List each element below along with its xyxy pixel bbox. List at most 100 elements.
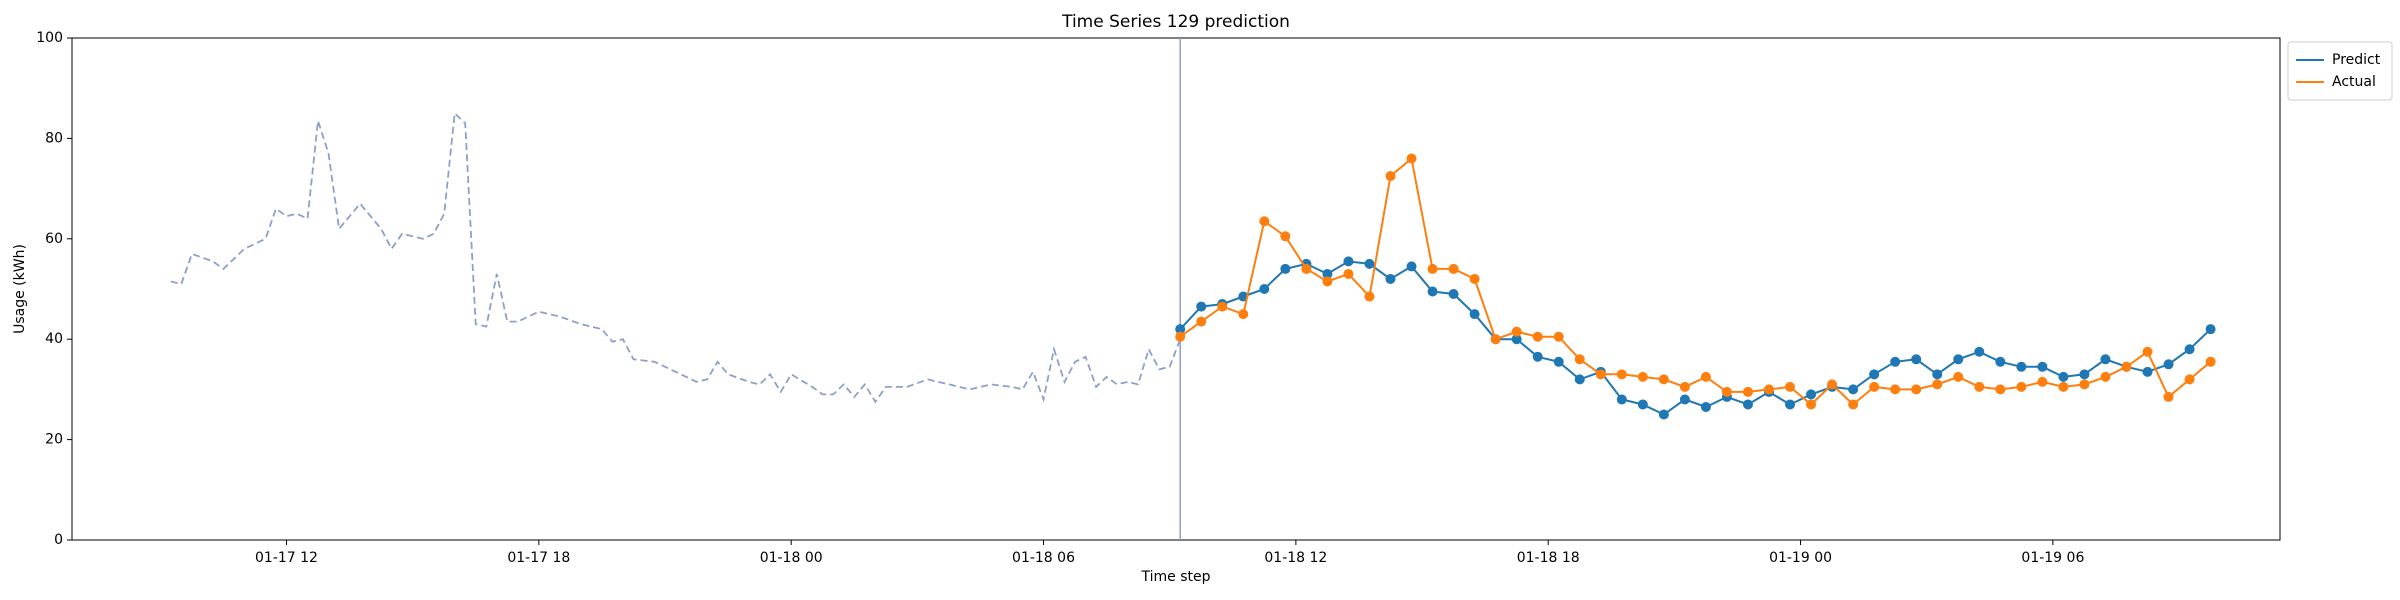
series-marker — [1385, 273, 1396, 284]
series-marker — [1637, 399, 1648, 410]
series-marker — [1700, 371, 1711, 382]
series-marker — [2058, 381, 2069, 392]
series-marker — [2058, 371, 2069, 382]
series-marker — [1490, 334, 1501, 345]
x-tick-label: 01-19 06 — [2021, 550, 2084, 566]
series-marker — [1322, 268, 1333, 279]
series-marker — [2205, 324, 2216, 335]
series-marker — [2079, 369, 2090, 380]
plot-frame — [71, 37, 2281, 541]
series-marker — [1259, 284, 1270, 294]
series-marker — [1806, 399, 1817, 410]
series-marker — [1238, 309, 1249, 320]
series-marker — [1343, 256, 1354, 267]
series-marker — [1721, 386, 1732, 397]
series-marker — [1616, 369, 1627, 380]
y-axis-label: Usage (kWh) — [12, 244, 28, 334]
series-marker — [1679, 381, 1690, 392]
series-marker — [1932, 379, 1943, 390]
legend-label: Predict — [2332, 52, 2381, 68]
series-marker — [1827, 379, 1838, 390]
y-tick-label: 80 — [45, 130, 63, 146]
series-marker — [1427, 286, 1438, 297]
series-marker — [1175, 324, 1186, 335]
chart-title: Time Series 129 prediction — [1061, 12, 1290, 32]
series-marker — [1890, 356, 1901, 367]
x-tick-label: 01-18 12 — [1264, 550, 1327, 566]
series-marker — [1574, 354, 1585, 365]
series-marker — [1953, 371, 1964, 382]
series-marker — [1932, 369, 1943, 380]
series-marker — [1301, 263, 1312, 274]
series-marker — [1658, 374, 1669, 385]
series-marker — [1848, 399, 1859, 410]
series-marker — [1869, 369, 1880, 380]
x-tick-label: 01-19 00 — [1769, 550, 1832, 566]
series-marker — [1995, 356, 2006, 367]
y-tick-label: 20 — [45, 432, 63, 448]
series-marker — [1532, 331, 1543, 342]
series-marker — [2016, 381, 2027, 392]
series-marker — [1785, 381, 1796, 392]
series-marker — [1890, 384, 1901, 395]
series-marker — [1742, 386, 1753, 397]
series-marker — [1658, 409, 1669, 420]
series-marker — [1700, 401, 1711, 412]
series-marker — [1448, 289, 1459, 300]
x-tick-label: 01-17 12 — [255, 550, 318, 566]
series-marker — [2142, 366, 2153, 377]
x-tick-label: 01-17 18 — [507, 550, 570, 566]
series-marker — [2121, 361, 2132, 372]
series-line — [1179, 156, 2212, 406]
y-tick-label: 100 — [36, 30, 63, 46]
series-marker — [1785, 399, 1796, 410]
series-marker — [1869, 381, 1880, 392]
series-marker — [1469, 273, 1480, 284]
series-marker — [1217, 301, 1228, 312]
series-marker — [1637, 371, 1648, 382]
series-marker — [1995, 384, 2006, 395]
legend-box — [2287, 41, 2393, 101]
series-marker — [1764, 384, 1775, 395]
series-marker — [1343, 268, 1354, 279]
x-tick-label: 01-18 00 — [760, 550, 823, 566]
series-line — [1179, 260, 2212, 416]
series-marker — [1322, 276, 1333, 287]
series-marker — [1553, 356, 1564, 367]
series-marker — [1679, 394, 1690, 405]
series-marker — [1848, 384, 1859, 395]
x-axis-label: Time step — [1141, 569, 1211, 585]
series-marker — [1364, 258, 1375, 269]
y-tick-label: 40 — [45, 331, 63, 347]
series-marker — [1742, 399, 1753, 410]
series-marker — [1974, 346, 1985, 357]
history-line — [170, 111, 1182, 404]
series-marker — [1953, 354, 1964, 365]
series-marker — [1511, 334, 1522, 345]
series-marker — [1448, 263, 1459, 274]
series-marker — [1427, 263, 1438, 274]
legend-label: Actual — [2332, 74, 2376, 90]
series-marker — [2100, 354, 2111, 365]
series-marker — [1406, 153, 1417, 164]
series-marker — [2205, 356, 2216, 367]
x-tick-label: 01-18 06 — [1012, 550, 1075, 566]
series-marker — [2184, 374, 2195, 385]
series-marker — [1364, 291, 1375, 302]
series-marker — [1196, 301, 1207, 312]
series-marker — [1553, 331, 1564, 342]
series-marker — [1259, 216, 1270, 227]
series-marker — [1280, 231, 1291, 242]
series-marker — [1974, 381, 1985, 392]
x-tick-label: 01-18 18 — [1517, 550, 1580, 566]
series-marker — [2016, 361, 2027, 372]
series-marker — [1616, 394, 1627, 405]
series-marker — [2163, 359, 2174, 370]
series-marker — [2037, 361, 2048, 372]
series-marker — [1469, 309, 1480, 320]
y-tick-label: 60 — [45, 231, 63, 247]
series-marker — [2184, 344, 2195, 355]
series-marker — [1595, 369, 1606, 380]
series-marker — [1175, 331, 1186, 342]
